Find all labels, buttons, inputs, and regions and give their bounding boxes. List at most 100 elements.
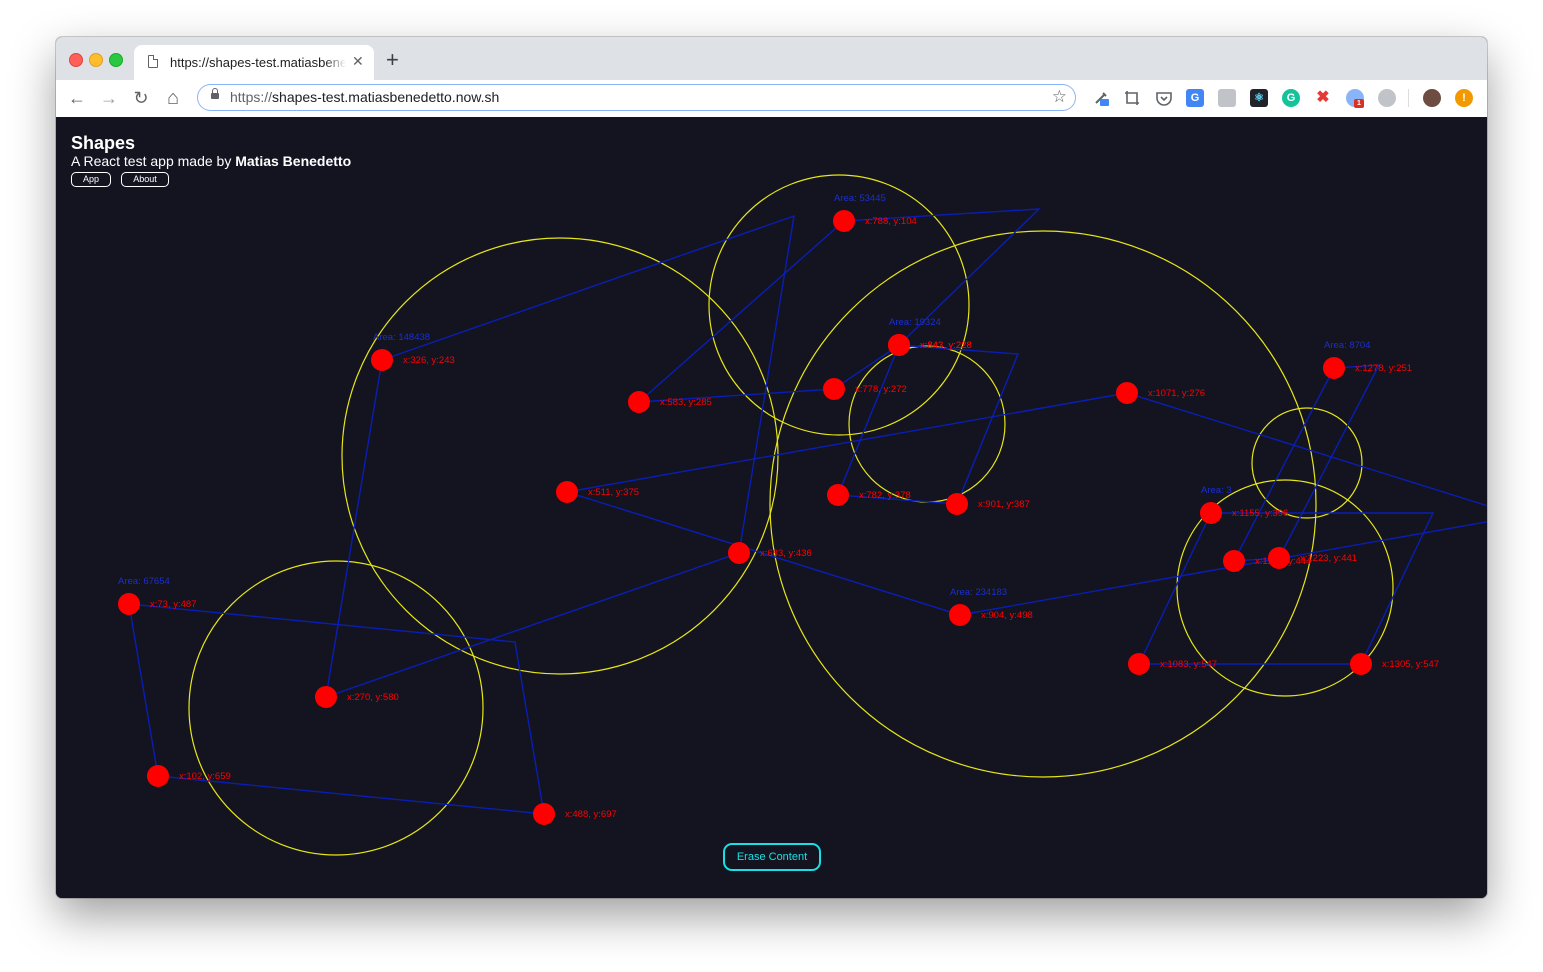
forward-button[interactable]: →: [100, 88, 118, 108]
browser-tab[interactable]: https://shapes-test.matiasbenedetto.now.…: [134, 45, 374, 80]
shape-5-area-label: Area: 67654: [118, 576, 170, 587]
shape-3-point-1-label: x:843, y:228: [920, 340, 972, 351]
nav-about-button[interactable]: About: [121, 172, 169, 187]
reload-button[interactable]: ↻: [133, 88, 149, 108]
shape-4-point-2-label: x:511, y:375: [588, 487, 639, 498]
pocket-extension-icon[interactable]: [1155, 89, 1173, 107]
shape-2-point-3-label: x:683, y:436: [760, 548, 812, 559]
shape-7-point-2-label: x:1083, y:547: [1160, 659, 1217, 670]
shape-3-area-label: Area: 19324: [889, 317, 941, 328]
shape-5-point-1[interactable]: [118, 593, 140, 615]
shape-3-point-1[interactable]: [888, 334, 910, 356]
shape-2-circle: [341, 237, 779, 675]
shape-1-point-2[interactable]: [628, 391, 650, 413]
profile-avatar[interactable]: [1423, 89, 1441, 107]
shape-5-point-2-label: x:102, y:659: [179, 771, 231, 782]
shape-4-point-1-label: x:1071, y:276: [1148, 388, 1205, 399]
react-devtools-icon[interactable]: ⚛: [1250, 89, 1268, 107]
shape-3-point-2[interactable]: [827, 484, 849, 506]
points-layer: Area: 53445 x:788, y:104 x:583, y:285 x:778…: [118, 193, 1439, 825]
shape-2-point-2-label: x:270, y:580: [347, 692, 399, 703]
shape-1-point-3[interactable]: [823, 378, 845, 400]
shape-2-point-2[interactable]: [315, 686, 337, 708]
eyedropper-extension-icon[interactable]: [1092, 89, 1110, 107]
cross-extension-icon[interactable]: ✖: [1316, 89, 1330, 106]
shape-5-circle: [188, 560, 484, 856]
shape-6-point-1-label: x:1278, y:251: [1355, 363, 1412, 374]
tab-strip: https://shapes-test.matiasbenedetto.now.…: [56, 37, 1487, 80]
shape-6-area-label: Area: 8704: [1324, 340, 1370, 351]
shape-5-point-3-label: x:488, y:697: [565, 809, 617, 820]
grey-extension-icon[interactable]: [1218, 89, 1236, 107]
settings-extension-icon[interactable]: 1: [1346, 89, 1364, 108]
shape-4-circle: [769, 230, 1317, 778]
shape-7-point-2[interactable]: [1128, 653, 1150, 675]
shape-6-point-1[interactable]: [1323, 357, 1345, 379]
shape-1-circle: [708, 174, 970, 436]
shape-6-point-3[interactable]: [1268, 547, 1290, 569]
shape-1-point-1[interactable]: [833, 210, 855, 232]
bookmark-star-icon[interactable]: ☆: [1051, 87, 1067, 106]
shape-4-point-2[interactable]: [556, 481, 578, 503]
circle-extension-icon[interactable]: [1378, 89, 1396, 107]
update-alert-icon[interactable]: !: [1455, 89, 1473, 107]
shape-3-circle: [848, 345, 1006, 503]
erase-content-button[interactable]: Erase Content: [723, 843, 821, 871]
app-subtitle: A React test app made by Matias Benedett…: [71, 153, 352, 169]
shape-4-point-1[interactable]: [1116, 382, 1138, 404]
shape-2-point-3[interactable]: [728, 542, 750, 564]
home-button[interactable]: ⌂: [166, 87, 180, 109]
url-text[interactable]: https://shapes-test.matiasbenedetto.now.…: [230, 89, 500, 105]
page-icon: [148, 55, 158, 68]
shape-3-point-3-label: x:901, y:387: [978, 499, 1030, 510]
circles-layer: [188, 174, 1394, 856]
shape-4-point-3-label: x:904, y:498: [981, 610, 1033, 621]
shape-7-point-1-label: x:1155, y:396: [1232, 508, 1288, 519]
shape-2-polygon: [325, 214, 795, 699]
shape-3-point-3[interactable]: [946, 493, 968, 515]
shape-5-point-3[interactable]: [533, 803, 555, 825]
shape-7-polygon: [1137, 512, 1435, 665]
shape-5-point-2[interactable]: [147, 765, 169, 787]
shape-7-area-label: Area: 3: [1201, 485, 1232, 496]
shape-2-area-label: Area: 148438: [373, 332, 430, 343]
shape-1-point-1-label: x:788, y:104: [865, 216, 917, 227]
shape-4-point-3[interactable]: [949, 604, 971, 626]
new-tab-button[interactable]: +: [386, 47, 399, 72]
shape-7-circle: [1176, 479, 1394, 697]
shape-2-point-1[interactable]: [371, 349, 393, 371]
shape-5-point-1-label: x:73, y:487: [150, 599, 196, 610]
shape-1-point-4-label: x:843, y:228: [920, 340, 972, 351]
close-tab-icon[interactable]: ✕: [352, 53, 364, 69]
tab-title: https://shapes-test.matiasbenedetto.now.…: [170, 55, 346, 70]
shape-6-point-3-label: x:1223, y:441: [1300, 553, 1357, 564]
extension-badge: 1: [1354, 99, 1364, 108]
shape-7-point-3[interactable]: [1350, 653, 1372, 675]
shape-1-point-3-label: x:778, y:272: [855, 384, 907, 395]
shape-4-area-label: Area: 234183: [950, 587, 1007, 598]
author-name: Matias Benedetto: [235, 153, 352, 169]
translate-extension-icon[interactable]: G: [1186, 89, 1204, 107]
shape-1-polygon: [636, 208, 1041, 403]
shape-1-point-2-label: x:583, y:285: [660, 397, 712, 408]
toolbar-divider: [1408, 89, 1409, 107]
shape-3-point-2-label: x:782, y:378: [859, 490, 911, 501]
grammarly-icon[interactable]: G: [1282, 89, 1300, 107]
app-page: Area: 53445 x:788, y:104 x:583, y:285 x:778…: [56, 117, 1487, 898]
address-bar[interactable]: https://shapes-test.matiasbenedetto.now.…: [197, 84, 1076, 111]
shapes-canvas[interactable]: Area: 53445 x:788, y:104 x:583, y:285 x:778…: [56, 117, 1487, 898]
app-title: Shapes: [71, 133, 136, 153]
shape-1-area-label: Area: 53445: [834, 193, 886, 204]
close-window-button[interactable]: [69, 53, 83, 67]
nav-app-button[interactable]: App: [71, 172, 111, 187]
shape-7-point-1[interactable]: [1200, 502, 1222, 524]
shape-6-circle: [1251, 407, 1363, 519]
back-button[interactable]: ←: [68, 88, 86, 108]
browser-toolbar: ← → ↻ ⌂ https://shapes-test.matiasbenede…: [56, 80, 1487, 118]
shape-6-point-2[interactable]: [1223, 550, 1245, 572]
crop-extension-icon[interactable]: [1123, 89, 1141, 107]
browser-window: https://shapes-test.matiasbenedetto.now.…: [56, 37, 1487, 898]
maximize-window-button[interactable]: [109, 53, 123, 67]
minimize-window-button[interactable]: [89, 53, 103, 67]
shape-2-point-1-label: x:326, y:243: [403, 355, 455, 366]
